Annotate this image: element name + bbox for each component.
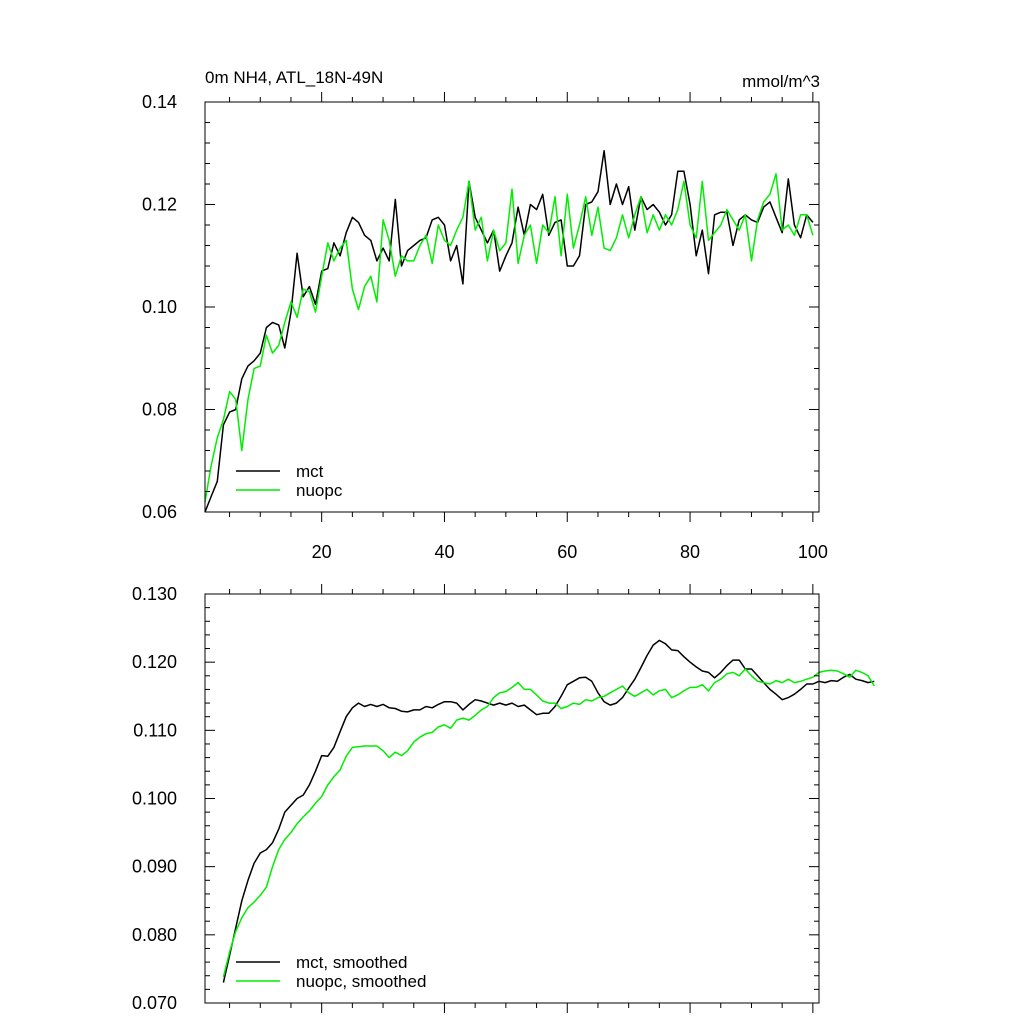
- y-tick-label: 0.090: [132, 857, 177, 877]
- x-tick-label: 100: [798, 542, 828, 562]
- chart-bottom: 0.070 0.080 0.090 0.100 0.110 0.120 0.130 mct,…: [132, 584, 875, 1013]
- legend-label-mct: mct: [296, 462, 324, 481]
- legend-label-mct-smoothed: mct, smoothed: [296, 953, 408, 972]
- chart-units: mmol/m^3: [742, 72, 820, 91]
- y-tick-label: 0.120: [132, 652, 177, 672]
- tick-group: 0.070 0.080 0.090 0.100 0.110 0.120 0.130: [132, 584, 819, 1013]
- y-tick-label: 0.10: [142, 297, 177, 317]
- y-tick-label: 0.080: [132, 925, 177, 945]
- y-tick-label: 0.100: [132, 789, 177, 809]
- series-line-nuopc: [204, 173, 814, 502]
- tick-group: 0.06 0.08 0.10 0.12 0.14 20 40 60 80 100: [142, 92, 828, 562]
- y-tick-label: 0.130: [132, 584, 177, 604]
- series-group: [222, 639, 875, 983]
- x-tick-label: 40: [434, 542, 454, 562]
- legend: mct nuopc: [236, 462, 343, 500]
- y-tick-label: 0.12: [142, 195, 177, 215]
- x-tick-label: 80: [680, 542, 700, 562]
- legend-label-nuopc: nuopc: [296, 481, 343, 500]
- plot-frame: [204, 101, 820, 513]
- legend-label-nuopc-smoothed: nuopc, smoothed: [296, 972, 426, 991]
- y-tick-label: 0.110: [133, 720, 177, 740]
- series-line-mct: [204, 149, 814, 513]
- x-tick-label: 20: [312, 542, 332, 562]
- chart-top: 0m NH4, ATL_18N-49N mmol/m^3 0.06 0.08 0.1…: [142, 68, 828, 562]
- y-tick-label: 0.14: [142, 92, 177, 112]
- series-line-mct-smoothed: [222, 639, 875, 983]
- chart-title: 0m NH4, ATL_18N-49N: [205, 68, 383, 87]
- x-tick-label: 60: [557, 542, 577, 562]
- y-tick-label: 0.070: [132, 993, 177, 1013]
- y-tick-label: 0.08: [142, 400, 177, 420]
- legend: mct, smoothed nuopc, smoothed: [236, 953, 426, 991]
- series-line-nuopc-smoothed: [222, 668, 875, 978]
- series-group: [204, 149, 814, 513]
- y-tick-label: 0.06: [142, 502, 177, 522]
